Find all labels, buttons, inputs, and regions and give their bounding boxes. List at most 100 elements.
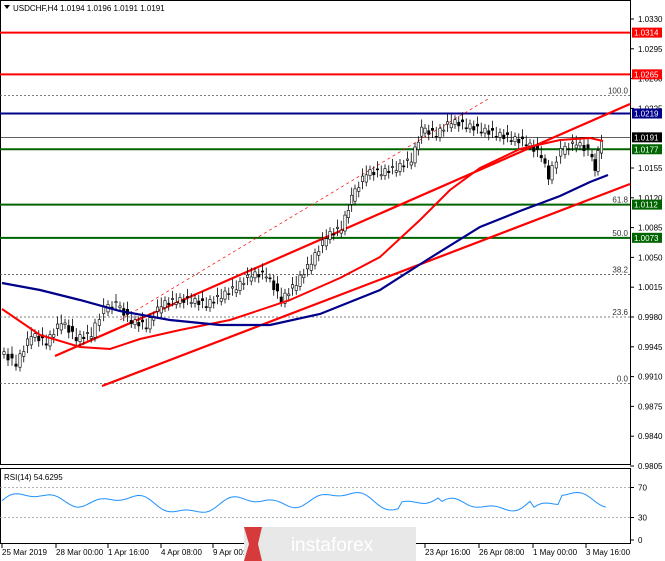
candle-body (387, 170, 391, 173)
candle-body (290, 284, 294, 289)
price-tick-label: 0.9980 (638, 313, 663, 322)
candle-body (137, 322, 141, 327)
candle-body (268, 277, 272, 280)
candle-body (416, 141, 420, 150)
candle-body (167, 302, 171, 305)
candle-body (302, 274, 306, 278)
candle-body (596, 150, 600, 172)
candle-body (320, 239, 324, 246)
rsi-level-label: 70 (638, 484, 647, 493)
candle-body (490, 128, 494, 131)
price-tick-label: 0.9910 (638, 373, 663, 382)
level-tag (632, 69, 662, 80)
candle-body (460, 119, 464, 123)
candle-body (479, 131, 483, 134)
candle-body (559, 148, 563, 157)
candle-body (275, 283, 279, 292)
candle-body (219, 297, 223, 302)
time-tick-label: 23 Apr 16:00 (425, 548, 471, 557)
moving-average-blue (1, 173, 609, 327)
candle-body (599, 140, 603, 154)
candle-body (472, 126, 476, 131)
time-tick-label: 28 Mar 00:00 (56, 548, 104, 557)
candle-body (86, 332, 90, 334)
candle-body (260, 270, 264, 273)
candle-body (89, 336, 93, 339)
candle-body (201, 298, 205, 301)
symbol-header: USDCHF,H4 1.0194 1.0196 1.0191 1.0191 (13, 4, 165, 13)
price-tick-label: 0.9875 (638, 402, 663, 411)
level-tag (632, 27, 662, 38)
candle-body (193, 298, 197, 304)
candle-body (37, 335, 41, 342)
fib-level-label: 38.2 (612, 265, 628, 274)
candle-body (227, 293, 231, 295)
candle-body (317, 251, 321, 256)
level-tag-label: 1.0314 (634, 29, 659, 38)
candle-body (590, 154, 594, 158)
level-tag (632, 199, 662, 210)
candle-body (570, 141, 574, 144)
candle-body (298, 274, 302, 287)
time-tick-label: 9 Apr 00:00 (213, 548, 254, 557)
candle-body (353, 188, 357, 202)
candle-body (2, 351, 6, 355)
candle-body (357, 187, 361, 192)
candle-body (163, 300, 167, 308)
candle-body (133, 319, 137, 325)
candle-body (309, 263, 313, 271)
candle-body (67, 325, 71, 333)
level-tag-label: 1.0191 (634, 133, 659, 142)
fib-level-label: 61.8 (612, 196, 628, 205)
candle-body (405, 158, 409, 161)
candle-body (398, 163, 402, 172)
price-tick-label: 0.9805 (638, 462, 663, 471)
candle-body (586, 144, 590, 149)
price-tick-label: 1.0050 (638, 253, 663, 262)
candle-body (457, 121, 461, 127)
candle-body (148, 317, 152, 330)
level-tag-label: 1.0073 (634, 234, 659, 243)
candle-body (328, 231, 332, 240)
candle-body (55, 323, 59, 329)
candle-body (63, 322, 67, 325)
candle-body (554, 161, 558, 169)
dropdown-triangle-icon[interactable] (4, 5, 10, 9)
candle-body (114, 301, 118, 303)
candle-body (360, 175, 364, 182)
candle-body (10, 353, 14, 359)
candle-body (475, 123, 479, 127)
candle-body (144, 327, 148, 330)
main-panel[interactable] (0, 0, 631, 465)
candle-body (430, 128, 434, 131)
candle-body (335, 226, 339, 229)
candle-body (33, 333, 37, 338)
candle-body (305, 264, 309, 270)
candle-body (29, 336, 33, 346)
candle-body (6, 353, 10, 361)
candle-body (174, 302, 178, 305)
price-axis: 1.03301.02951.02601.02251.01551.01201.00… (630, 15, 663, 471)
time-tick-label: 4 Apr 08:00 (161, 548, 202, 557)
candle-body (332, 233, 336, 236)
candle-body (543, 158, 547, 164)
candle-body (242, 283, 246, 285)
candle-body (294, 285, 298, 291)
candle-body (14, 363, 18, 367)
candle-body (197, 300, 201, 305)
candle-body (383, 168, 387, 176)
trend-channel-line[interactable] (101, 182, 631, 388)
level-tag (632, 108, 662, 119)
candle-body (48, 334, 52, 347)
candle-body (339, 229, 343, 234)
candle-body (550, 165, 554, 181)
candle-body (468, 123, 472, 130)
time-tick-label: 25 Mar 2019 (2, 548, 47, 557)
time-axis: 25 Mar 2019 28 Mar 00:00 1 Apr 16:00 4 Apr … (1, 544, 631, 557)
rsi-level-label: 30 (638, 514, 647, 523)
candle-body (189, 302, 193, 304)
level-tag-label: 1.0112 (634, 201, 658, 210)
candle-body (343, 214, 347, 232)
fib-level-label: 50.0 (612, 229, 628, 238)
